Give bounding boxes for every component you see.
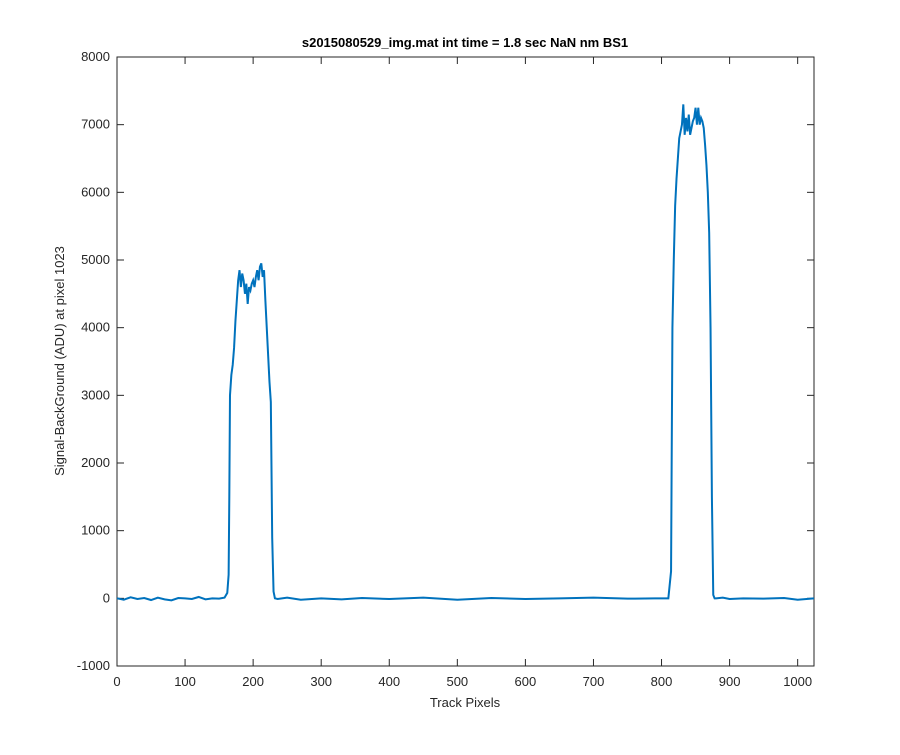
x-tick-label: 0 <box>113 674 120 689</box>
plot-area <box>116 56 815 667</box>
y-tick-label: 0 <box>103 590 110 605</box>
x-tick-label: 500 <box>446 674 468 689</box>
x-tick-label: 600 <box>515 674 537 689</box>
y-tick-label: 8000 <box>81 49 110 64</box>
y-tick-label: 3000 <box>81 387 110 402</box>
chart-title: s2015080529_img.mat int time = 1.8 sec N… <box>302 35 628 50</box>
y-tick-label: 2000 <box>81 455 110 470</box>
y-tick-label: 7000 <box>81 117 110 132</box>
x-tick-label: 700 <box>583 674 605 689</box>
x-tick-label: 900 <box>719 674 741 689</box>
x-tick-label: 800 <box>651 674 673 689</box>
x-tick-label: 100 <box>174 674 196 689</box>
y-tick-label: 5000 <box>81 252 110 267</box>
x-tick-label: 300 <box>310 674 332 689</box>
x-tick-label: 200 <box>242 674 264 689</box>
y-tick-label: 4000 <box>81 320 110 335</box>
y-tick-label: 1000 <box>81 523 110 538</box>
y-tick-label: 6000 <box>81 184 110 199</box>
y-tick-label: -1000 <box>77 658 110 673</box>
x-tick-label: 1000 <box>783 674 812 689</box>
y-axis-title: Signal-BackGround (ADU) at pixel 1023 <box>52 246 67 476</box>
x-axis-title: Track Pixels <box>430 695 501 710</box>
x-tick-label: 400 <box>378 674 400 689</box>
series-line <box>116 104 815 602</box>
axis-ticks: 0 100 200 300 400 500 600 700 800 900 1000-1000010… <box>77 49 814 689</box>
